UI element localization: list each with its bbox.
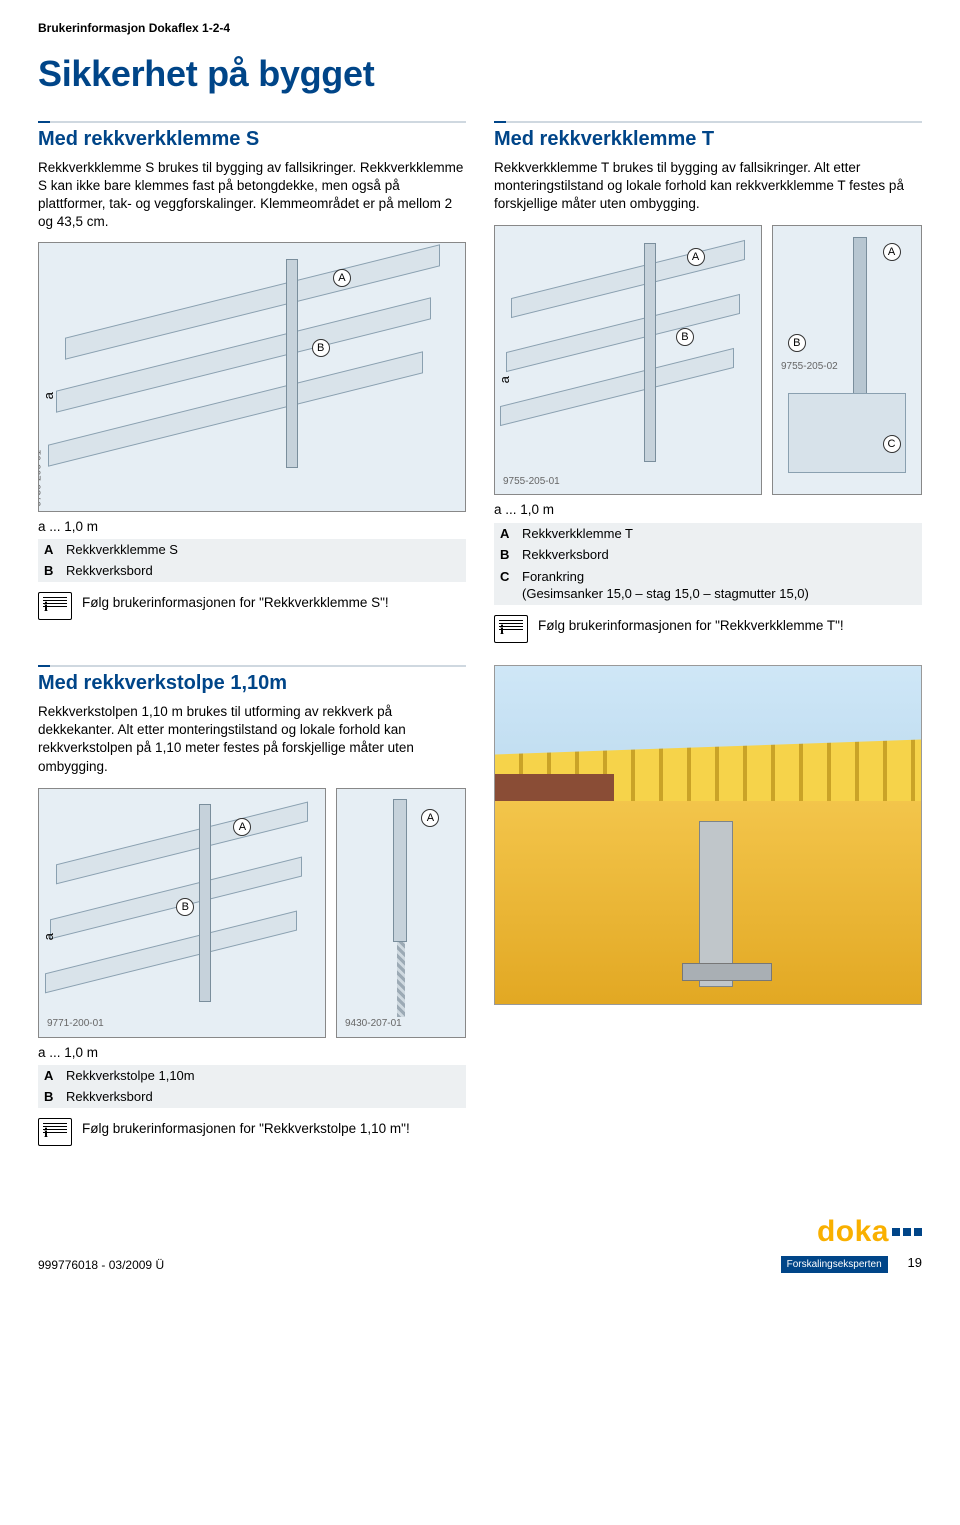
rule [38,665,466,667]
key-A: A [38,539,60,561]
caption-lower: a ... 1,0 m [38,1044,466,1062]
rule [38,121,466,123]
section-title-left: Med rekkverkklemme S [38,126,466,153]
section-title-lower: Med rekkverkstolpe 1,10m [38,670,466,697]
key-C-val: Forankring (Gesimsanker 15,0 – stag 15,0… [516,566,922,605]
info-right: Følg brukerinformasjonen for "Rekkverkkl… [494,615,922,643]
logo-text: doka [817,1212,889,1253]
doka-logo: doka [781,1212,922,1253]
label-b: B [676,328,694,346]
diagram-id-s: 9756-206-01 [38,450,45,507]
diagram-klemme-t-detail: A B C 9755-205-02 [772,225,922,495]
info-text-right: Følg brukerinformasjonen for "Rekkverkkl… [538,615,844,635]
info-left: Følg brukerinformasjonen for "Rekkverkkl… [38,592,466,620]
label-c: C [883,435,901,453]
key-B: B [38,560,60,582]
key-B: B [494,544,516,566]
logo-square-icon [892,1228,900,1236]
diagram-id-t2: 9755-205-02 [781,360,838,374]
page-number: 19 [908,1255,922,1270]
key-A-val: Rekkverkstolpe 1,10m [60,1065,466,1087]
col-lower-right [494,665,922,1168]
manual-icon [38,592,72,620]
diagram-klemme-s: A B a 9756-206-01 [38,242,466,512]
diagram-klemme-t-main: A B a 9755-205-01 [494,225,762,495]
logo-square-icon [903,1228,911,1236]
col-lower-left: Med rekkverkstolpe 1,10m Rekkverkstolpen… [38,665,466,1168]
caption-left: a ... 1,0 m [38,518,466,536]
info-text-lower: Følg brukerinformasjonen for "Rekkverkst… [82,1118,410,1138]
label-b: B [312,339,330,357]
caption-right: a ... 1,0 m [494,501,922,519]
manual-icon [494,615,528,643]
body-right: Rekkverkklemme T brukes til bygging av f… [494,159,922,214]
page-title: Sikkerhet på bygget [38,50,922,99]
body-lower: Rekkverkstolpen 1,10 m brukes til utform… [38,703,466,776]
logo-square-icon [914,1228,922,1236]
label-b: B [176,898,194,916]
section-title-right: Med rekkverkklemme T [494,126,922,153]
site-photo [494,665,922,1005]
key-A: A [494,523,516,545]
rule [494,121,922,123]
doc-header: Brukerinformasjon Dokaflex 1-2-4 [38,20,922,36]
key-A-val: Rekkverkklemme T [516,523,922,545]
logo-subtitle: Forskalingseksperten [781,1256,888,1274]
key-A-val: Rekkverkklemme S [60,539,466,561]
upper-columns: Med rekkverkklemme S Rekkverkklemme S br… [38,121,922,665]
diagram-id-stolpe2: 9430-207-01 [345,1017,402,1031]
key-B: B [38,1086,60,1108]
label-axis-a: a [40,393,58,400]
body-left: Rekkverkklemme S brukes til bygging av f… [38,159,466,232]
lower-columns: Med rekkverkstolpe 1,10m Rekkverkstolpen… [38,665,922,1168]
key-B-val: Rekkverksbord [516,544,922,566]
key-B-val: Rekkverksbord [60,560,466,582]
page-footer: 999776018 - 03/2009 Ü doka Forskalingsek… [38,1204,922,1273]
diagram-id-stolpe1: 9771-200-01 [47,1017,104,1031]
label-axis-a: a [40,933,58,940]
key-A: A [38,1065,60,1087]
col-left: Med rekkverkklemme S Rekkverkklemme S br… [38,121,466,665]
key-table-left: ARekkverkklemme S BRekkverksbord [38,539,466,582]
info-text-left: Følg brukerinformasjonen for "Rekkverkkl… [82,592,389,612]
footer-logo-block: doka Forskalingseksperten 19 [781,1212,922,1273]
key-table-lower: ARekkverkstolpe 1,10m BRekkverksbord [38,1065,466,1108]
manual-icon [38,1118,72,1146]
key-B-val: Rekkverksbord [60,1086,466,1108]
label-a: A [687,248,705,266]
label-axis-a: a [496,376,514,383]
label-a: A [421,809,439,827]
key-table-right: ARekkverkklemme T BRekkverksbord CForank… [494,523,922,605]
label-b: B [788,334,806,352]
diagram-id-t1: 9755-205-01 [503,475,560,489]
label-a: A [883,243,901,261]
diagram-stolpe-detail: A 9430-207-01 [336,788,466,1038]
diagram-stolpe-main: A B a 9771-200-01 [38,788,326,1038]
key-C: C [494,566,516,605]
col-right: Med rekkverkklemme T Rekkverkklemme T br… [494,121,922,665]
info-lower: Følg brukerinformasjonen for "Rekkverkst… [38,1118,466,1146]
footer-doc-code: 999776018 - 03/2009 Ü [38,1257,164,1273]
